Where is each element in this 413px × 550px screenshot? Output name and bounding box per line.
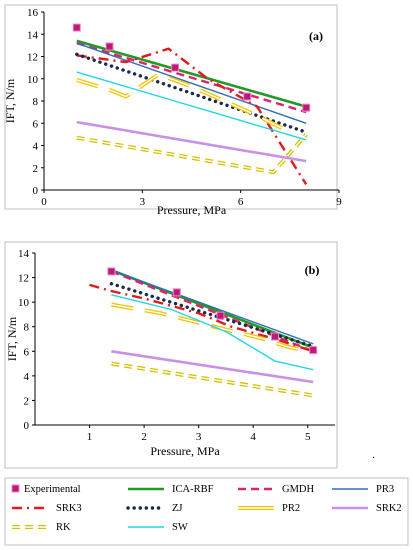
series-ica_rbf-0 xyxy=(76,39,307,108)
x-tick-label: 3 xyxy=(196,431,202,443)
legend-label: PR3 xyxy=(376,484,394,495)
series-srk3-0 xyxy=(76,47,308,186)
legend-item-gmdh: GMDH xyxy=(238,484,315,495)
y-tick-label: 6 xyxy=(24,346,30,358)
y-tick-label: 2 xyxy=(33,163,39,175)
legend-label: Experimental xyxy=(24,484,81,495)
series-pr2-1 xyxy=(111,302,314,355)
y-tick-label: 4 xyxy=(33,141,39,153)
legend-label: PR2 xyxy=(282,503,300,514)
legend-item-rk: RK xyxy=(12,522,71,533)
x-tick-label: 2 xyxy=(141,431,147,443)
x-axis-label: Pressure, MPa xyxy=(150,444,220,458)
series-rk-1 xyxy=(111,361,314,398)
series-experimental-0 xyxy=(72,23,311,112)
y-tick-label: 12 xyxy=(18,273,29,285)
legend-label: RK xyxy=(56,522,71,533)
y-tick-label: 0 xyxy=(24,420,30,432)
x-tick-label: 9 xyxy=(336,196,342,208)
experimental-point-0-0 xyxy=(72,23,81,32)
stray-dot: . xyxy=(372,447,375,461)
experimental-point-1-0 xyxy=(107,267,116,276)
y-axis-label: IFT, N/m xyxy=(3,78,17,123)
experimental-point-0-3 xyxy=(243,92,252,101)
y-tick-label: 12 xyxy=(27,52,38,64)
x-tick-label: 3 xyxy=(140,196,146,208)
series-pr2-0 xyxy=(76,72,291,134)
experimental-point-1-3 xyxy=(271,332,279,341)
y-tick-label: 8 xyxy=(33,96,39,108)
series-zj-0 xyxy=(75,52,308,134)
y-tick-label: 0 xyxy=(33,185,39,197)
legend-label: SRK2 xyxy=(376,503,402,514)
series-rk-0 xyxy=(76,133,308,175)
x-tick-label: 0 xyxy=(41,196,47,208)
y-tick-label: 16 xyxy=(27,7,39,19)
legend-label: GMDH xyxy=(282,484,315,495)
series-srk3-1 xyxy=(89,283,314,353)
chart-frame xyxy=(4,241,338,469)
legend-marker xyxy=(11,484,20,493)
y-tick-label: 2 xyxy=(24,395,30,407)
legend-item-srk3: SRK3 xyxy=(12,503,82,514)
y-tick-label: 10 xyxy=(27,74,39,86)
series-experimental-1 xyxy=(107,267,318,355)
chart-panel-0: 0 2 4 6 8 10 12 14 16 0 3 6 9 Pressure, MPa IFT, N/m (a… xyxy=(3,4,342,217)
y-tick-label: 14 xyxy=(18,248,30,260)
legend-label: ZJ xyxy=(172,503,183,514)
series-gmdh-1 xyxy=(110,270,314,353)
panel-label: (b) xyxy=(305,263,320,277)
series-pr3-0 xyxy=(76,42,307,124)
series-gmdh-0 xyxy=(76,42,307,114)
legend-item-sw: SW xyxy=(128,522,188,533)
legend-item-zj: ZJ xyxy=(126,503,183,514)
experimental-point-1-1 xyxy=(172,288,181,297)
y-tick-label: 6 xyxy=(33,118,39,130)
y-tick-label: 4 xyxy=(24,371,30,383)
y-tick-label: 10 xyxy=(18,297,30,309)
legend-label: ICA-RBF xyxy=(172,484,214,495)
legend-item-pr2: PR2 xyxy=(238,503,300,514)
series-zj-1 xyxy=(109,282,315,349)
legend-label: SRK3 xyxy=(56,503,82,514)
experimental-point-1-4 xyxy=(309,346,318,355)
legend: . Experimental ICA-RBF GMDH PR3 SRK3 ZJ PR2 SRK2… xyxy=(4,447,409,546)
y-tick-label: 8 xyxy=(24,322,30,334)
series-srk2-0 xyxy=(76,120,307,163)
x-tick-label: 1 xyxy=(87,431,93,443)
experimental-point-0-1 xyxy=(105,42,114,51)
series-pr3-1 xyxy=(111,269,314,345)
experimental-point-0-4 xyxy=(302,103,311,112)
series-sw-0 xyxy=(76,71,307,141)
series-sw-1 xyxy=(111,294,314,371)
experimental-point-1-2 xyxy=(216,311,225,320)
x-axis-label: Pressure, MPa xyxy=(157,203,227,217)
legend-item-ica_rbf: ICA-RBF xyxy=(128,484,214,495)
x-tick-label: 5 xyxy=(305,431,311,443)
y-tick-label: 14 xyxy=(27,29,39,41)
legend-item-srk2: SRK2 xyxy=(332,503,402,514)
y-axis-label: IFT, N/m xyxy=(5,316,19,361)
legend-label: SW xyxy=(172,522,188,533)
x-tick-label: 6 xyxy=(238,196,244,208)
series-srk2-1 xyxy=(111,350,314,384)
legend-item-pr3: PR3 xyxy=(332,484,394,495)
legend-item-experimental: Experimental xyxy=(11,484,81,495)
experimental-point-0-2 xyxy=(171,63,180,72)
chart-frame xyxy=(4,4,338,210)
x-tick-label: 4 xyxy=(250,431,256,443)
panel-label: (a) xyxy=(309,29,323,43)
